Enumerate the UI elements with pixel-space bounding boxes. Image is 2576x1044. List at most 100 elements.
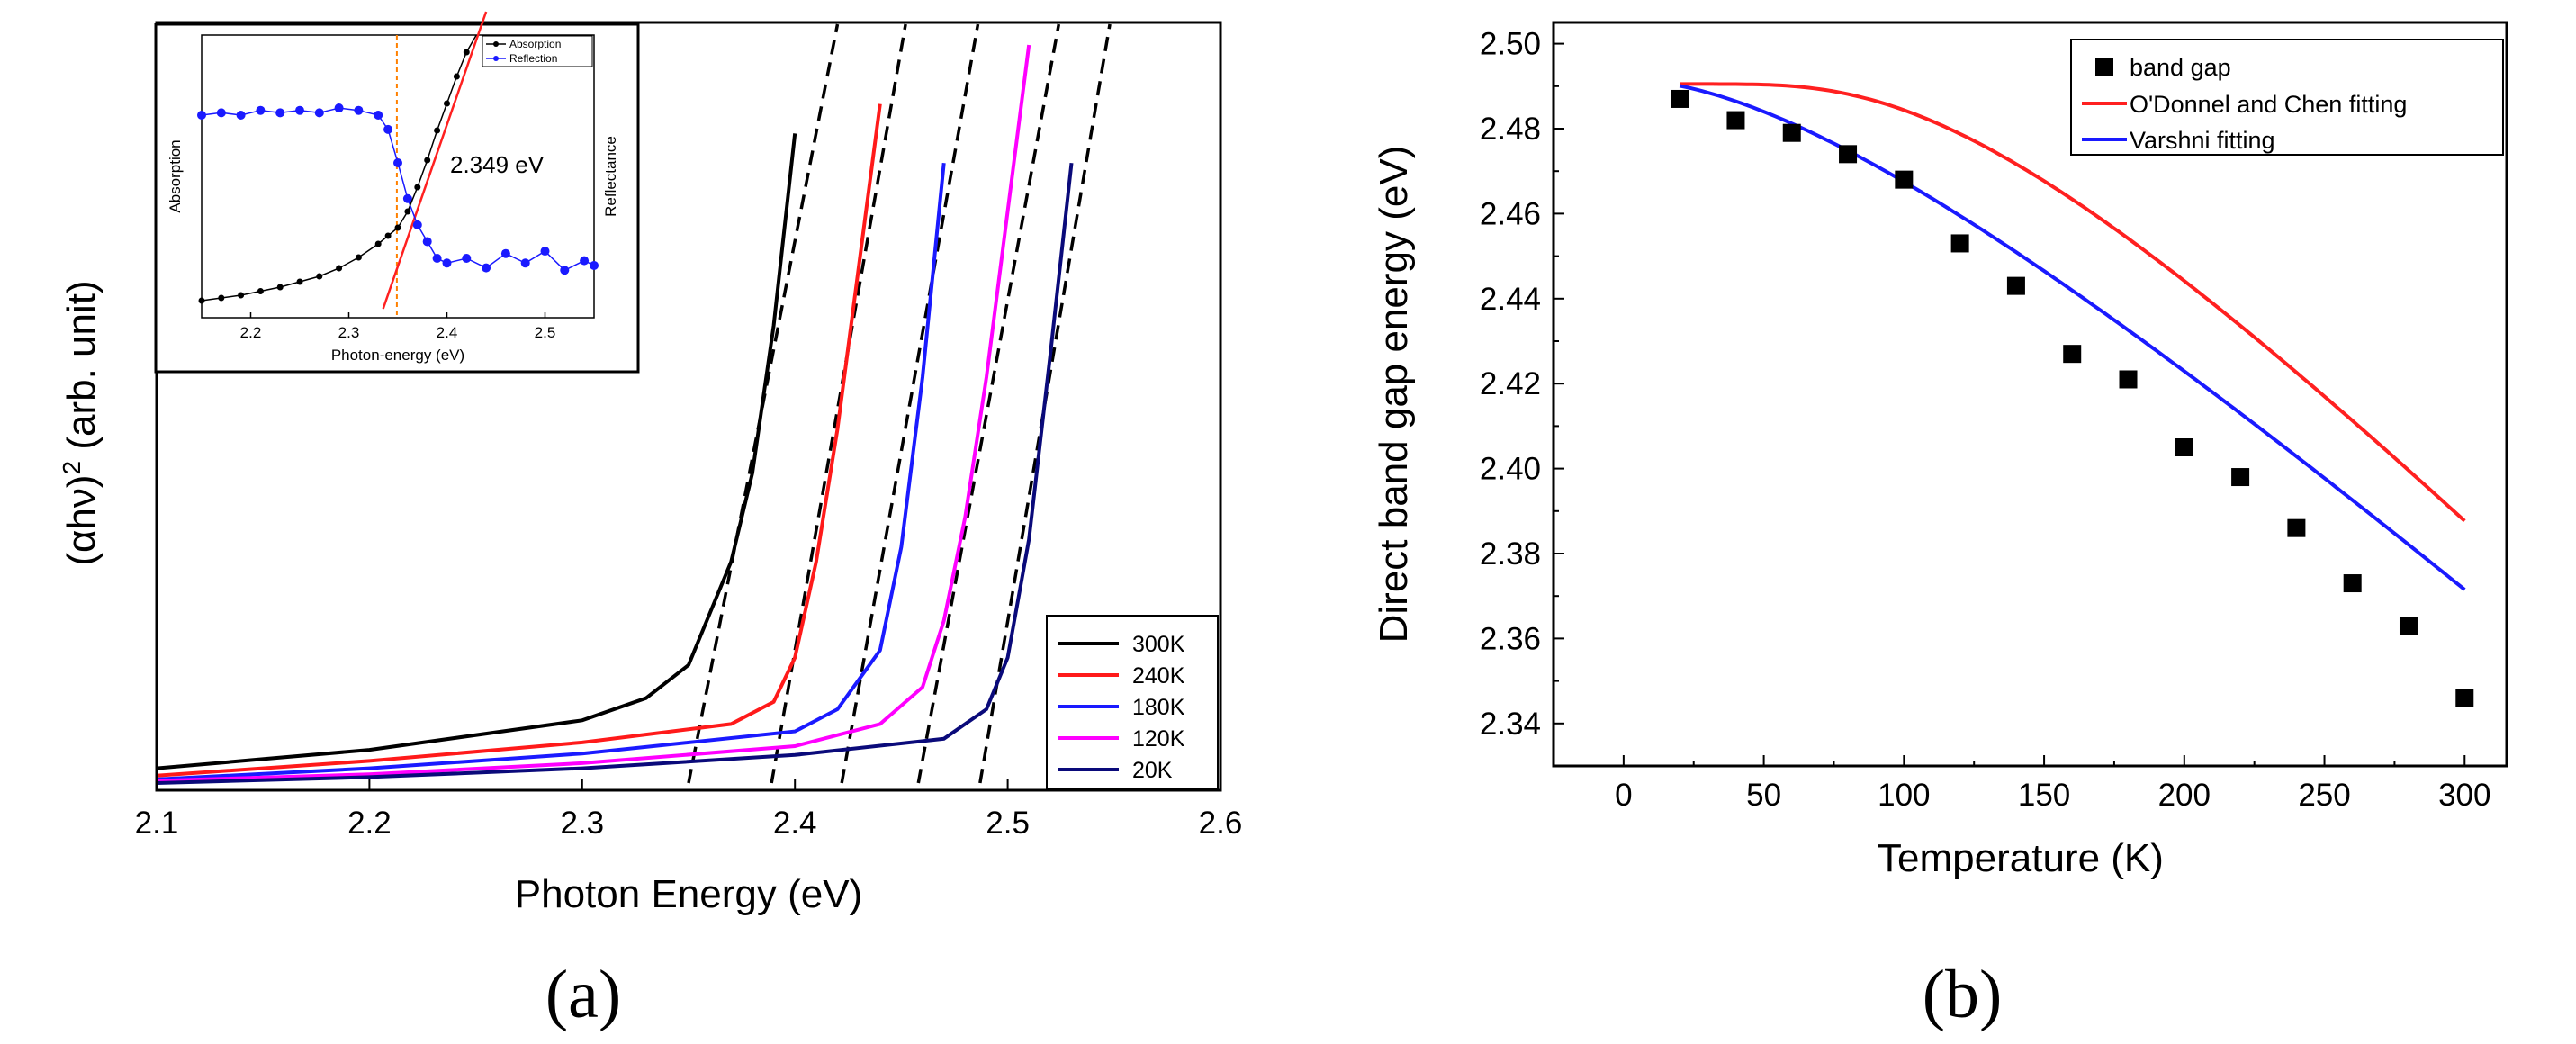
y-tick-label-b: 2.48 — [1480, 112, 1541, 147]
inset-x-tick-label: 2.4 — [437, 324, 458, 341]
inset-legend: Absorption Reflection — [482, 35, 593, 68]
inset-reflection-point — [482, 263, 491, 273]
band-gap-point — [1671, 89, 1689, 108]
odonnel-fit-curve — [1680, 82, 2466, 523]
x-tick-label-a: 2.5 — [986, 806, 1030, 841]
inset-legend-box — [482, 35, 593, 68]
inset-legend-absorption-marker — [493, 41, 499, 47]
band-gap-point — [2343, 574, 2362, 593]
band-gap-point — [2399, 616, 2418, 635]
band-gap-point — [2063, 345, 2082, 364]
inset-legend-reflection-marker — [493, 56, 499, 61]
legend-label-240K: 240K — [1132, 663, 1185, 688]
legend-odonnel: O'Donnel and Chen fitting — [2130, 91, 2407, 118]
y-tick-label-b: 2.44 — [1480, 282, 1541, 317]
y-tick-label-b: 2.34 — [1480, 706, 1541, 742]
x-tick-label-b: 300 — [2438, 778, 2490, 813]
inset-reflection-point — [412, 220, 422, 230]
axis-ticks-b: 0 50 100 150 200 250 300 2.34 2.36 2.38 2.40 2.42 2.… — [1480, 27, 2491, 813]
band-gap-point — [1782, 123, 1801, 142]
band-gap-point — [2119, 370, 2138, 389]
inset-reflection-point — [520, 258, 530, 268]
inset-plot: 2.2 2.3 2.4 2.5 Photon-energy (eV) Absorpti… — [154, 11, 640, 374]
legend-label-120K: 120K — [1132, 726, 1185, 752]
inset-reflection-point — [422, 237, 432, 247]
linear-fit-line — [916, 23, 1061, 784]
inset-reflection-point — [295, 105, 304, 115]
inset-absorption-point — [453, 73, 460, 80]
y-axis-label-b: Direct band gap energy (eV) — [1372, 146, 1416, 644]
linear-fit-line — [840, 23, 980, 784]
y-axis-label-a: (αhν)2 (arb. unit) — [58, 280, 104, 565]
x-tick-label-b: 100 — [1878, 778, 1930, 813]
inset-y-label-right: Reflectance — [602, 136, 619, 217]
inset-reflection-point — [197, 111, 206, 120]
inset-legend-absorption: Absorption — [509, 38, 561, 50]
x-tick-label-b: 0 — [1615, 778, 1632, 813]
inset-reflection-point — [402, 194, 412, 203]
x-tick-label-a: 2.1 — [135, 806, 179, 841]
inset-absorption-point — [276, 284, 284, 291]
x-axis-label-a: Photon Energy (eV) — [515, 872, 862, 916]
x-tick-label-a: 2.4 — [773, 806, 817, 841]
inset-reflection-point — [442, 258, 452, 268]
panel-label-b: (b) — [1923, 957, 2003, 1032]
spectra-group — [156, 44, 1074, 785]
spectrum-240K — [156, 104, 882, 778]
inset-reflection-point — [275, 108, 285, 118]
inset-absorption-point — [355, 254, 362, 261]
x-tick-label-a: 2.3 — [560, 806, 604, 841]
inset-fit-line — [382, 11, 488, 310]
inset-frame — [201, 34, 595, 319]
legend-box-b — [2070, 39, 2504, 156]
x-tick-label-b: 250 — [2298, 778, 2350, 813]
inset-absorption-point — [316, 273, 323, 280]
band-gap-point — [2231, 468, 2250, 487]
spectrum-20K — [156, 162, 1074, 785]
inset-reflection-point — [236, 111, 246, 120]
linear-fit-line — [770, 23, 907, 784]
inset-x-tick-label: 2.2 — [240, 324, 262, 341]
plot-frame-a — [155, 21, 1222, 792]
legend-band-gap-marker — [2095, 58, 2113, 76]
x-tick-label-b: 150 — [2018, 778, 2070, 813]
y-tick-label-b: 2.42 — [1480, 366, 1541, 401]
y-tick-label-b: 2.40 — [1480, 452, 1541, 487]
inset-absorption-point — [374, 240, 382, 248]
plot-frame-b — [1552, 21, 2508, 768]
x-axis-label-b: Temperature (K) — [1878, 836, 2164, 880]
inset-absorption-point — [404, 208, 411, 215]
band-gap-point — [1950, 234, 1969, 253]
inset-reflection-point — [590, 260, 599, 270]
data-points-group — [1671, 89, 2474, 707]
spectrum-120K — [156, 44, 1031, 783]
inset-absorption-point — [394, 224, 401, 231]
legend-b: band gap O'Donnel and Chen fitting Varsh… — [2070, 39, 2504, 156]
inset-absorption-point — [238, 292, 245, 299]
inset-reflection-point — [354, 105, 364, 115]
inset-reflection-point — [374, 111, 383, 120]
inset-reflection-point — [580, 256, 590, 266]
band-gap-point — [1726, 111, 1745, 130]
panel-b: 0 50 100 150 200 250 300 2.34 2.36 2.38 2.40 2.42 2.… — [1372, 21, 2508, 1032]
inset-absorption-point — [424, 157, 431, 164]
legend-band-gap: band gap — [2130, 54, 2231, 81]
inset-reflection-point — [500, 248, 510, 258]
inset-annotation: 2.349 eV — [450, 151, 545, 178]
band-gap-point — [2175, 438, 2193, 456]
inset-reflection-point — [540, 247, 550, 256]
inset-reflection-point — [383, 124, 393, 134]
band-gap-point — [1895, 170, 1914, 189]
panel-label-a: (a) — [545, 957, 621, 1032]
inset-reflection-point — [216, 108, 226, 118]
x-ticks-a: 2.1 2.2 2.3 2.4 2.5 2.6 — [135, 779, 1242, 841]
inset-reflection-point — [334, 104, 344, 113]
inset-absorption-point — [444, 100, 450, 107]
inset-reflection-point — [314, 108, 324, 118]
y-tick-label-b: 2.46 — [1480, 196, 1541, 231]
inset-reflection-point — [432, 254, 442, 263]
inset-reflection-point — [393, 158, 402, 167]
inset-absorption-curve — [201, 34, 477, 302]
varshni-fit-curve — [1679, 84, 2466, 591]
